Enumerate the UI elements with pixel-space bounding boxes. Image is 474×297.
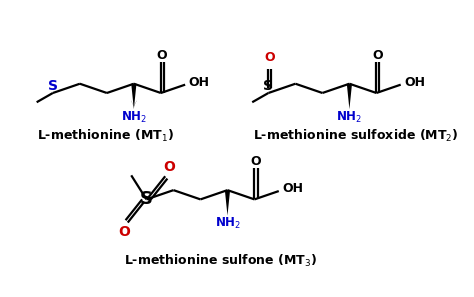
Text: OH: OH [189,76,210,89]
Text: S: S [264,79,273,93]
Text: O: O [157,48,167,61]
Text: O: O [250,155,261,168]
Text: S: S [48,79,58,93]
Text: L-methionine sulfone (MT$_3$): L-methionine sulfone (MT$_3$) [124,253,317,269]
Text: S: S [140,190,153,208]
Text: OH: OH [404,76,425,89]
Polygon shape [347,84,352,109]
Text: NH$_2$: NH$_2$ [337,110,362,125]
Text: NH$_2$: NH$_2$ [121,110,147,125]
Text: L-methionine sulfoxide (MT$_2$): L-methionine sulfoxide (MT$_2$) [253,128,458,144]
Text: O: O [118,225,130,239]
Polygon shape [225,190,230,216]
Text: O: O [264,51,275,64]
Text: O: O [163,160,175,174]
Text: OH: OH [282,182,303,195]
Polygon shape [131,84,137,109]
Text: L-methionine (MT$_1$): L-methionine (MT$_1$) [36,128,173,144]
Text: NH$_2$: NH$_2$ [215,216,240,231]
Text: O: O [373,48,383,61]
